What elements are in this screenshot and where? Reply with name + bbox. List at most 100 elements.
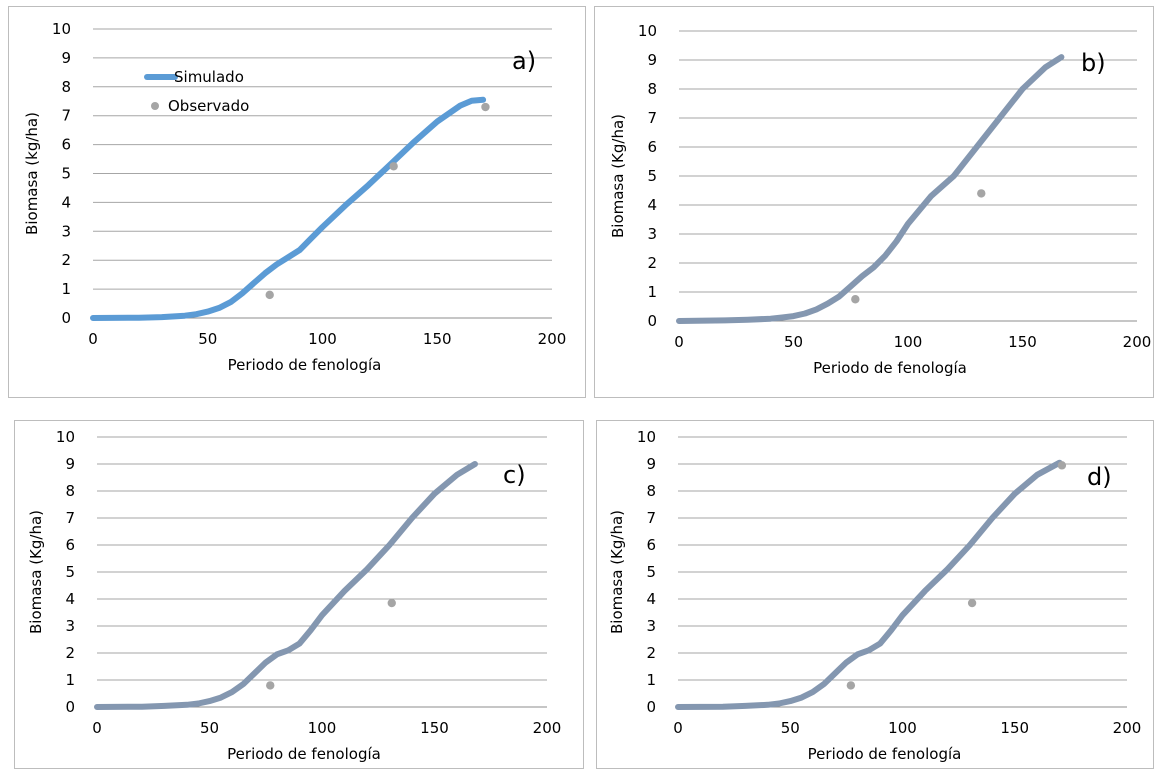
y-axis-title: Biomasa (Kg/ha): [27, 510, 45, 634]
x-axis-title: Periodo de fenología: [808, 745, 962, 763]
x-tick-label: 150: [420, 719, 449, 737]
y-tick-label: 4: [65, 590, 75, 608]
y-tick-label: 4: [646, 590, 656, 608]
x-tick-label: 50: [198, 330, 217, 348]
x-tick-label: 100: [308, 719, 337, 737]
y-tick-label: 7: [646, 509, 656, 527]
observed-point: [265, 290, 274, 300]
x-axis-title: Periodo de fenología: [228, 356, 382, 374]
series-line-simulated: [94, 461, 478, 710]
y-tick-label: 6: [647, 138, 657, 156]
observed-point: [1057, 461, 1067, 470]
x-tick-label: 100: [888, 719, 917, 737]
x-tick-label: 200: [1113, 719, 1142, 737]
legend-entry-observado: Observado: [168, 97, 249, 115]
series-line-simulated: [675, 459, 1063, 710]
y-tick-label: 9: [61, 49, 71, 67]
y-axis-title: Biomasa (Kg/ha): [609, 114, 627, 238]
y-tick-label: 2: [61, 251, 71, 269]
panel-label: d): [1087, 463, 1112, 491]
series-line-simulated: [676, 54, 1065, 324]
y-tick-label: 2: [647, 254, 657, 272]
y-tick-label: 9: [647, 51, 657, 69]
series-line-simulado: [90, 96, 487, 321]
y-tick-label: 2: [646, 644, 656, 662]
x-tick-label: 200: [533, 719, 562, 737]
panel-label: c): [503, 461, 526, 489]
observed-point: [851, 295, 860, 304]
y-tick-label: 9: [646, 455, 656, 473]
y-tick-label: 9: [65, 455, 75, 473]
y-tick-label: 7: [65, 509, 75, 527]
y-tick-label: 10: [56, 428, 75, 446]
y-tick-label: 1: [646, 671, 656, 689]
y-tick-label: 3: [647, 225, 657, 243]
y-tick-label: 0: [65, 698, 75, 716]
panel-label: b): [1081, 49, 1106, 77]
y-tick-label: 8: [65, 482, 75, 500]
y-tick-label: 1: [61, 280, 71, 298]
y-tick-label: 5: [65, 563, 75, 581]
chart-panel-c: 0 1 2 3 4 5 6 7 8 9 10 0 50 100 150 200 Periodo de fenol…: [14, 420, 584, 769]
y-axis-title: Biomasa (Kg/ha): [608, 510, 626, 634]
y-tick-label: 6: [646, 536, 656, 554]
x-tick-label: 50: [200, 719, 219, 737]
observed-point: [266, 681, 275, 690]
observed-point: [481, 102, 490, 112]
chart-panel-a: 0 1 2 3 4 5 6 7 8 9 10 0 50 100 150 200 Periodo de fenol…: [8, 6, 586, 398]
x-tick-label: 0: [673, 719, 683, 737]
y-tick-label: 1: [647, 283, 657, 301]
observed-point: [387, 598, 396, 608]
y-tick-label: 8: [61, 78, 71, 96]
y-tick-label: 0: [647, 312, 657, 330]
x-axis-title: Periodo de fenología: [813, 359, 967, 377]
observed-point: [967, 598, 977, 608]
y-tick-label: 5: [647, 167, 657, 185]
y-tick-label: 5: [61, 165, 71, 183]
observed-point: [846, 681, 856, 690]
x-tick-label: 50: [781, 719, 800, 737]
x-tick-label: 150: [1000, 719, 1029, 737]
y-tick-label: 10: [52, 20, 71, 38]
y-tick-label: 8: [646, 482, 656, 500]
x-tick-label: 0: [92, 719, 102, 737]
y-tick-label: 2: [65, 644, 75, 662]
y-tick-label: 7: [647, 109, 657, 127]
y-tick-label: 8: [647, 80, 657, 98]
x-tick-label: 200: [1123, 333, 1152, 351]
y-tick-label: 3: [61, 222, 71, 240]
y-tick-label: 10: [638, 22, 657, 40]
y-tick-label: 4: [61, 193, 71, 211]
x-tick-label: 50: [784, 333, 803, 351]
x-tick-label: 0: [674, 333, 684, 351]
legend-entry-simulado: Simulado: [174, 68, 244, 86]
y-tick-label: 10: [637, 428, 656, 446]
y-tick-label: 0: [646, 698, 656, 716]
x-tick-label: 100: [308, 330, 337, 348]
y-tick-label: 3: [646, 617, 656, 635]
y-tick-label: 1: [65, 671, 75, 689]
legend-dot-marker: [151, 102, 159, 110]
x-tick-label: 150: [1008, 333, 1037, 351]
y-tick-label: 0: [61, 309, 71, 327]
y-axis-title: Biomasa (kg/ha): [23, 112, 41, 235]
chart-panel-b: 0 1 2 3 4 5 6 7 8 9 10 0 50 100 150 200 Periodo de fenol…: [594, 6, 1154, 398]
y-tick-label: 4: [647, 196, 657, 214]
y-tick-label: 6: [65, 536, 75, 554]
x-tick-label: 0: [88, 330, 98, 348]
y-tick-label: 7: [61, 107, 71, 125]
observed-point: [389, 162, 398, 171]
x-tick-label: 150: [423, 330, 452, 348]
chart-panel-d: 0 1 2 3 4 5 6 7 8 9 10 0 50 100 150 200 Periodo de fenol…: [596, 420, 1154, 769]
panel-label: a): [512, 47, 536, 75]
x-axis-title: Periodo de fenología: [227, 745, 381, 763]
y-tick-label: 3: [65, 617, 75, 635]
x-tick-label: 200: [538, 330, 567, 348]
y-tick-label: 5: [646, 563, 656, 581]
y-tick-label: 6: [61, 136, 71, 154]
x-tick-label: 100: [894, 333, 923, 351]
